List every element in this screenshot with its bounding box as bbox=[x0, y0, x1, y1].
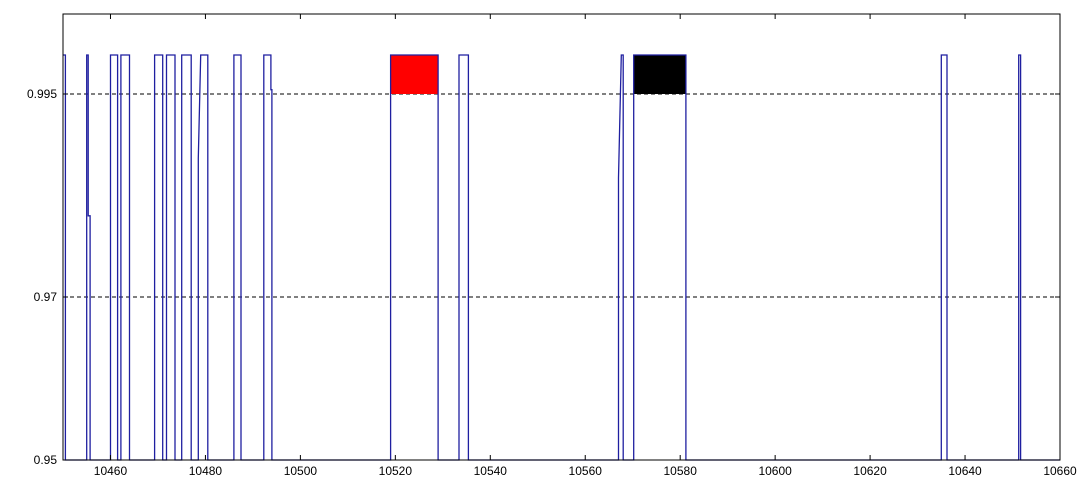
x-tick-label: 10460 bbox=[94, 464, 128, 478]
x-tick-label: 10580 bbox=[664, 464, 698, 478]
x-tick-label: 10640 bbox=[948, 464, 982, 478]
x-tick-label: 10480 bbox=[189, 464, 223, 478]
reference-lines bbox=[63, 93, 1060, 298]
y-tick-label: 0.95 bbox=[34, 453, 58, 467]
series-lines bbox=[63, 54, 1060, 461]
highlight-blocks bbox=[390, 55, 686, 94]
series-line-0 bbox=[63, 54, 1060, 461]
y-tick-label: 0.97 bbox=[34, 290, 58, 304]
y-axis: 0.95 0.97 0.995 bbox=[27, 87, 1060, 467]
x-tick-label: 10520 bbox=[379, 464, 413, 478]
plot-frame bbox=[62, 13, 1061, 461]
x-tick-label: 10660 bbox=[1043, 464, 1077, 478]
y-tick-label: 0.995 bbox=[27, 87, 57, 101]
x-tick-label: 10560 bbox=[569, 464, 603, 478]
highlight-block-0 bbox=[390, 55, 439, 94]
x-tick-label: 10620 bbox=[853, 464, 887, 478]
x-tick-label: 10600 bbox=[758, 464, 792, 478]
x-axis: 10460 10480 10500 10520 10540 10560 10580 10600… bbox=[94, 14, 1077, 478]
x-tick-label: 10500 bbox=[284, 464, 318, 478]
plot-background bbox=[63, 14, 1060, 460]
x-tick-label: 10540 bbox=[474, 464, 508, 478]
highlight-block-1 bbox=[633, 55, 686, 94]
